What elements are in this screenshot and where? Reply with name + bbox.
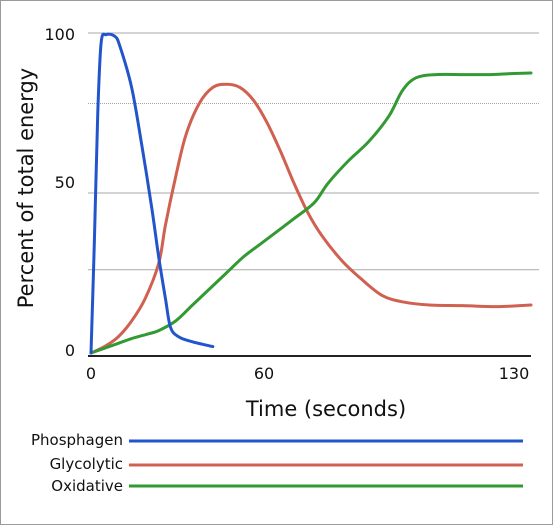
x-tick-label-0: 0: [86, 364, 96, 383]
y-tick-label-50: 50: [55, 173, 75, 192]
y-tick-label-0: 0: [65, 341, 75, 360]
y-axis-title: Percent of total energy: [14, 68, 38, 308]
legend-label-oxidative: Oxidative: [51, 477, 123, 495]
series-line-oxidative: [89, 71, 533, 355]
y-tick-label-100: 100: [44, 25, 75, 44]
x-tick-label-60: 60: [254, 364, 274, 383]
series-lines: [89, 32, 533, 355]
legend: Phosphagen Glycolytic Oxidative: [31, 431, 523, 495]
legend-label-glycolytic: Glycolytic: [50, 455, 123, 473]
legend-label-phosphagen: Phosphagen: [31, 431, 123, 449]
series-line-phosphagen: [89, 32, 215, 355]
series-line-glycolytic: [89, 82, 533, 355]
x-axis-title: Time (seconds): [245, 397, 406, 421]
grid-lines: [88, 32, 539, 271]
x-tick-label-130: 130: [499, 364, 530, 383]
